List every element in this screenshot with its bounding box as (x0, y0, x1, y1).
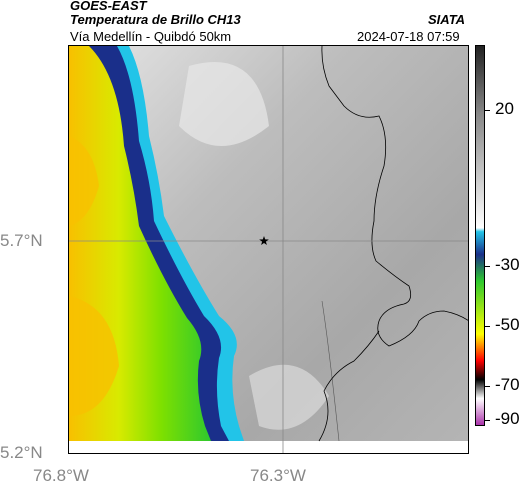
admin-border (321, 300, 340, 442)
ocean-warm-patch (69, 136, 99, 226)
no-data-strip (69, 441, 468, 453)
land-light-patch (179, 62, 269, 146)
brightness-temperature-map[interactable] (69, 46, 469, 454)
land-light-patch (249, 364, 329, 430)
colorbar-tick (485, 420, 490, 421)
map-frame[interactable] (68, 45, 469, 454)
route-label: Vía Medellín - Quibdó 50km (70, 29, 232, 44)
colorbar-tick (485, 386, 490, 387)
colorbar-tick (485, 326, 490, 327)
colorbar-label: 20 (495, 99, 514, 118)
colorbar-label: -30 (495, 255, 520, 274)
lon-tick-label: 76.3°W (250, 466, 306, 485)
lat-tick-label: 5.2°N (0, 443, 43, 462)
colorbar-label: -70 (495, 375, 520, 394)
colorbar-label: -50 (495, 315, 520, 334)
colorbar-tick (485, 266, 490, 267)
product-title: Temperatura de Brillo CH13 (70, 12, 241, 27)
ocean-warm-patch (69, 296, 119, 416)
location-star-marker (259, 236, 269, 245)
colorbar (475, 45, 485, 426)
admin-border (321, 46, 468, 347)
colorbar-label: -90 (495, 409, 520, 428)
org-label: SIATA (428, 12, 466, 27)
lat-tick-label: 5.7°N (0, 231, 43, 250)
colorbar-tick (485, 110, 490, 111)
admin-border (318, 330, 380, 442)
datetime-label: 2024-07-18 07:59 (357, 29, 460, 44)
lon-tick-label: 76.8°W (33, 466, 89, 485)
satellite-title: GOES-EAST (70, 0, 147, 13)
